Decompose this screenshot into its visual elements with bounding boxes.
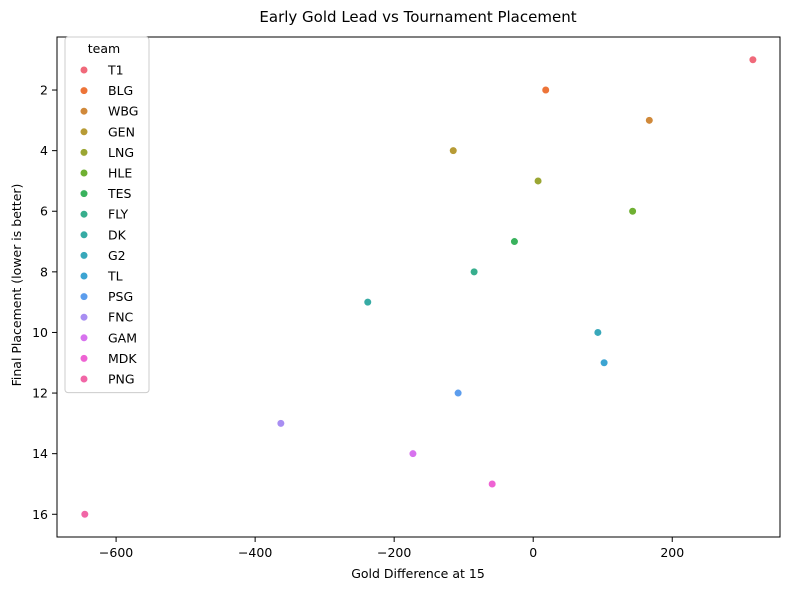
legend-label-g2: G2 xyxy=(108,248,126,263)
data-point-tl xyxy=(600,358,609,367)
y-tick-label: 12 xyxy=(32,386,48,401)
y-tick-label: 6 xyxy=(40,204,48,219)
legend-label-fnc: FNC xyxy=(108,310,134,325)
legend-label-blg: BLG xyxy=(108,83,133,98)
legend-marker-lng xyxy=(79,148,89,157)
legend-marker-t1 xyxy=(79,65,89,75)
legend-label-fly: FLY xyxy=(108,207,128,222)
axes: −600 −400 −200 0 200 2 4 6 8 10 12 14 16 xyxy=(32,36,781,560)
data-point-t1 xyxy=(748,55,757,64)
legend-label-hle: HLE xyxy=(108,166,132,181)
plot-frame xyxy=(56,36,781,538)
data-point-blg xyxy=(541,85,550,95)
y-tick-label: 8 xyxy=(40,264,48,279)
legend-label-tl: TL xyxy=(107,269,123,284)
data-point-fly xyxy=(470,267,479,276)
legend-label-t1: T1 xyxy=(107,63,124,78)
legend-marker-tes xyxy=(79,189,89,198)
legend-marker-tl xyxy=(79,271,89,281)
x-tick-label: 200 xyxy=(660,545,684,560)
legend-marker-dk xyxy=(79,230,89,239)
legend-marker-png xyxy=(79,374,89,384)
legend-box xyxy=(64,36,150,394)
legend-marker-wbg xyxy=(79,107,89,116)
legend-label-psg: PSG xyxy=(108,289,133,304)
x-tick-label: 0 xyxy=(529,545,537,560)
legend-marker-gen xyxy=(79,127,89,136)
data-point-tes xyxy=(510,237,519,246)
legend-marker-g2 xyxy=(79,251,89,260)
y-tick-label: 2 xyxy=(40,83,48,98)
legend-label-gen: GEN xyxy=(108,124,135,139)
legend-label-tes: TES xyxy=(107,186,132,201)
x-tick-label: −600 xyxy=(99,545,133,560)
x-tick-label: −200 xyxy=(377,545,411,560)
data-point-fnc xyxy=(276,419,285,428)
y-axis-title: Final Placement (lower is better) xyxy=(9,184,24,387)
legend-label-png: PNG xyxy=(108,372,135,387)
legend-label-lng: LNG xyxy=(108,145,134,160)
legend-marker-mdk xyxy=(79,354,89,363)
legend-marker-hle xyxy=(79,168,89,178)
legend-marker-fnc xyxy=(79,313,89,322)
legend-marker-psg xyxy=(79,292,89,301)
data-point-gen xyxy=(449,146,458,155)
y-tick-label: 10 xyxy=(32,325,48,340)
data-point-png xyxy=(80,510,89,519)
data-point-lng xyxy=(533,176,543,186)
chart-title: Early Gold Lead vs Tournament Placement xyxy=(259,8,576,26)
legend-title: team xyxy=(88,41,120,56)
legend-label-wbg: WBG xyxy=(108,104,138,119)
legend-marker-gam xyxy=(79,333,89,342)
data-point-g2 xyxy=(593,328,602,337)
legend-label-mdk: MDK xyxy=(108,351,137,366)
data-point-psg xyxy=(454,388,463,398)
x-tick-label: −400 xyxy=(238,545,272,560)
data-point-hle xyxy=(628,207,637,216)
legend-marker-fly xyxy=(79,210,89,219)
y-tick-label: 16 xyxy=(32,507,48,522)
data-point-gam xyxy=(408,449,418,458)
data-point-wbg xyxy=(645,116,654,125)
data-point-dk xyxy=(363,298,372,307)
x-axis-title: Gold Difference at 15 xyxy=(351,566,485,581)
legend: team T1 BLG WBG GEN LNG HLE TES FLY DK G2 TL PSG FNC G… xyxy=(64,36,150,394)
legend-marker-blg xyxy=(79,86,89,95)
data-points xyxy=(80,55,757,519)
legend-label-gam: GAM xyxy=(108,330,137,345)
legend-label-dk: DK xyxy=(108,227,127,242)
y-tick-label: 14 xyxy=(32,446,48,461)
data-point-mdk xyxy=(488,479,497,489)
y-tick-label: 4 xyxy=(40,143,48,158)
